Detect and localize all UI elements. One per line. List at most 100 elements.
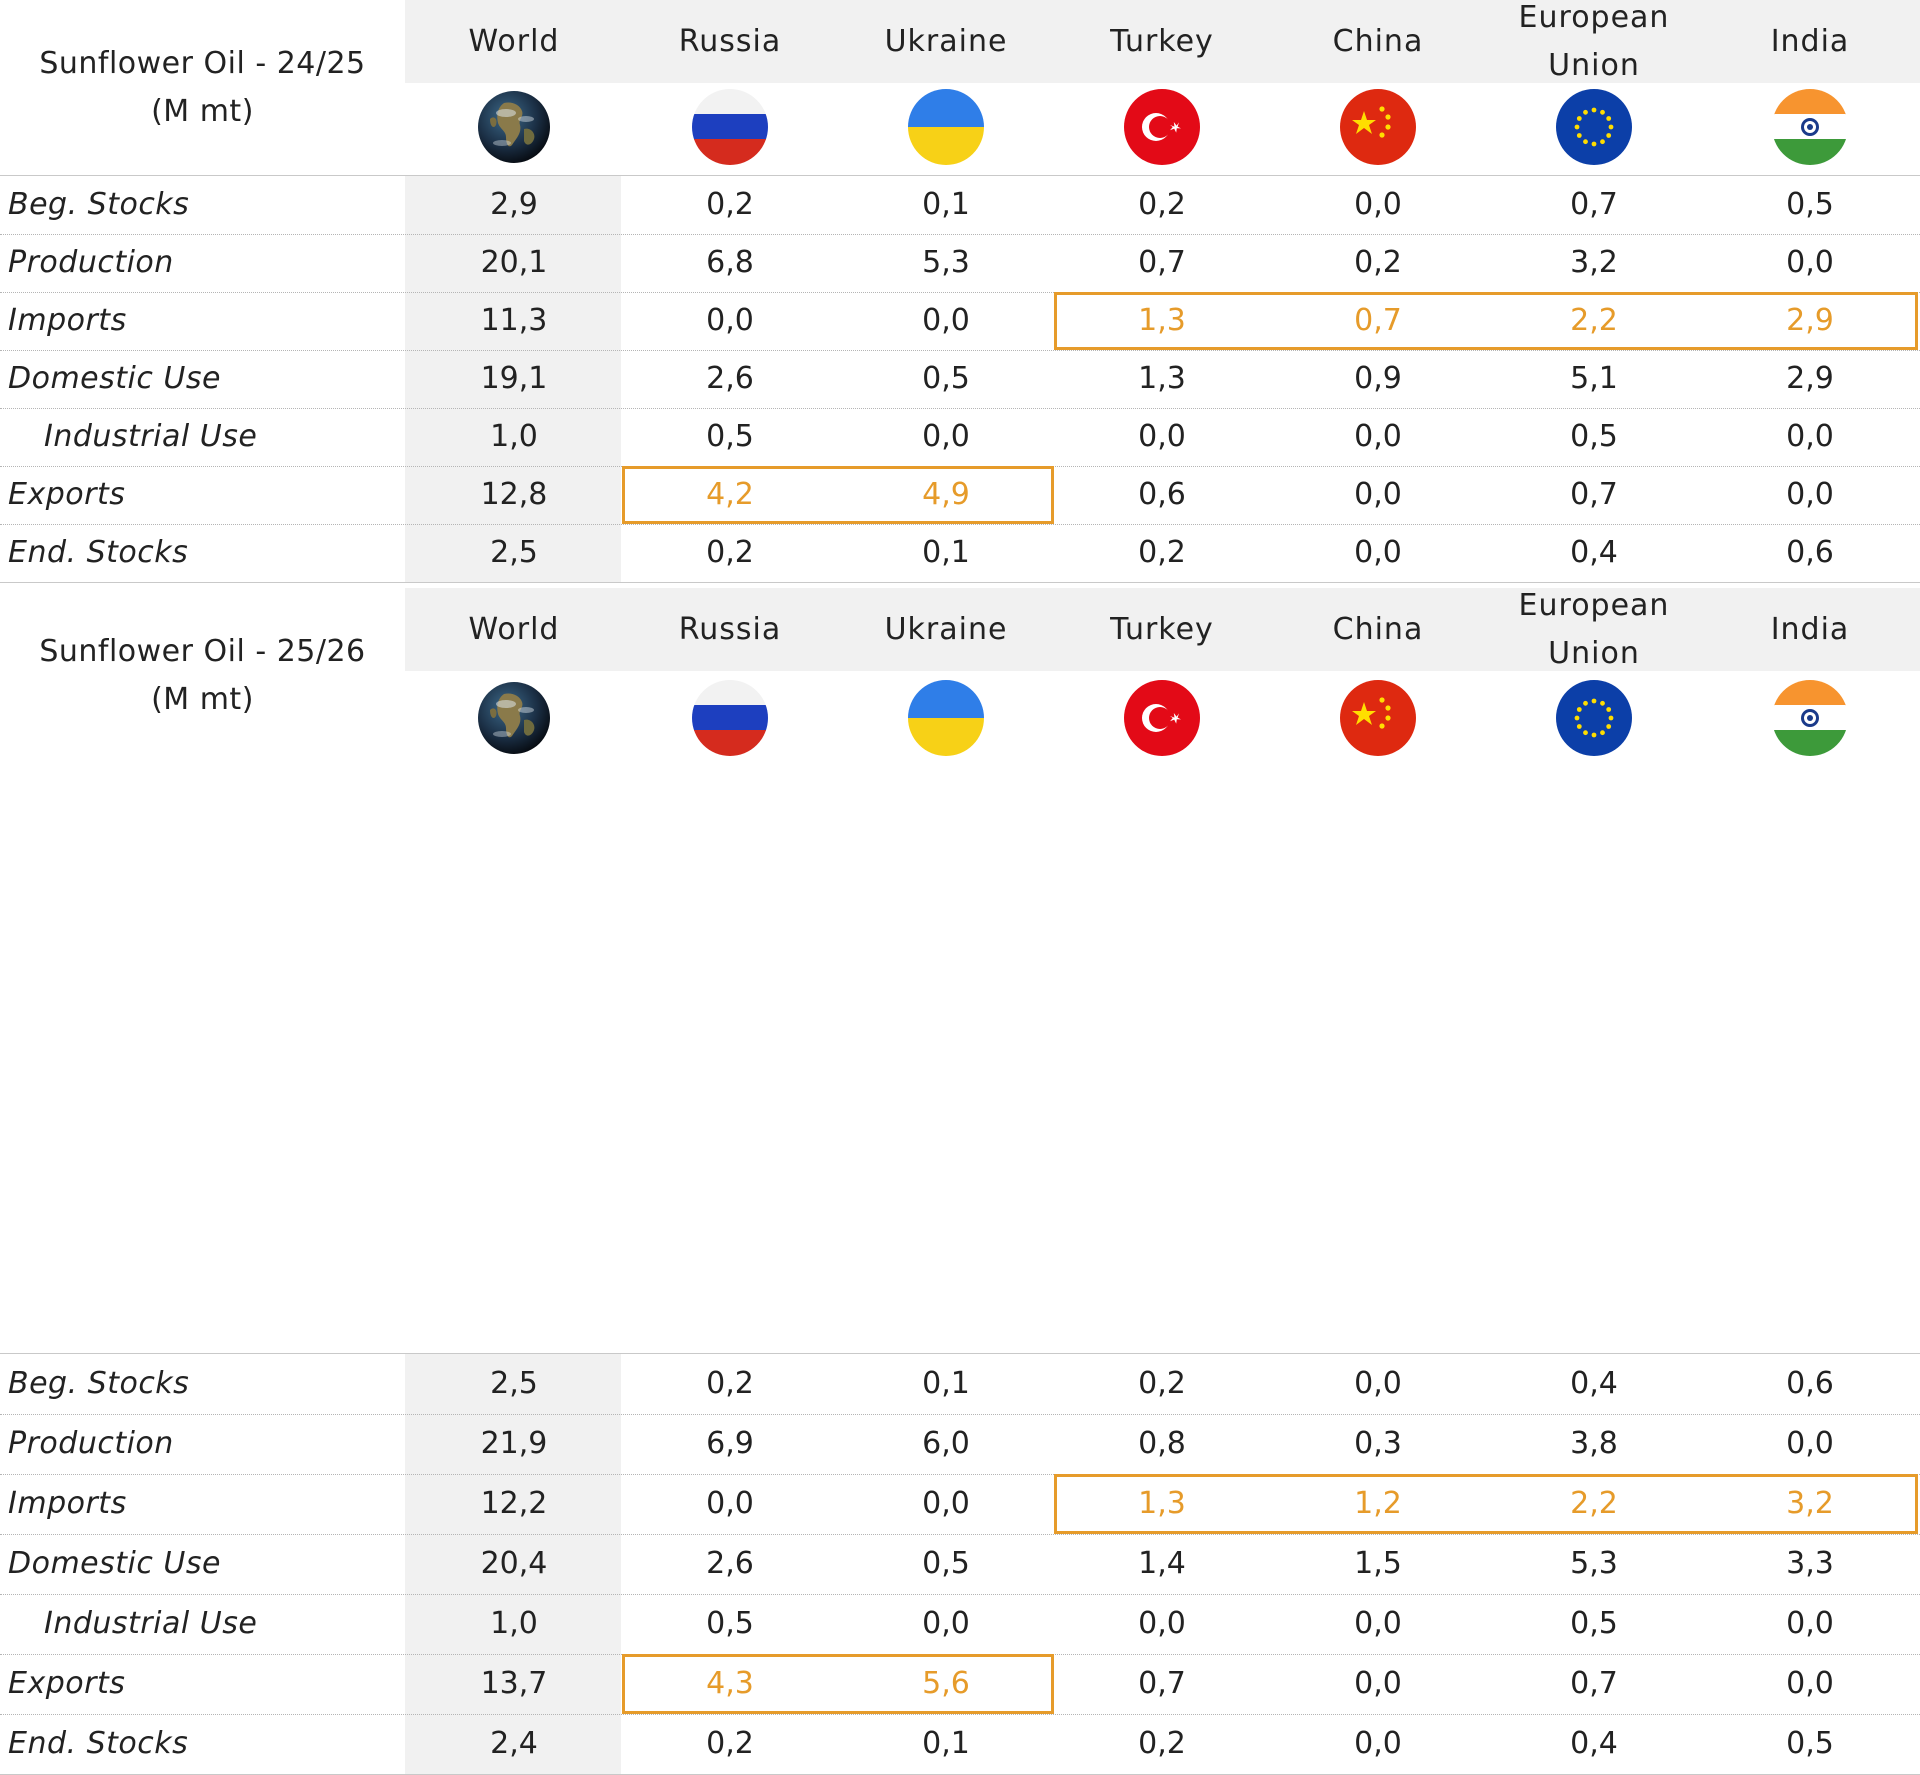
column-header-india: India [1702,606,1918,654]
column-header-european-union: European Union [1486,0,1702,90]
table-cell: 0,1 [922,187,970,222]
ukraine-flag-icon [908,680,984,756]
column-header-line: Union [1548,47,1640,83]
china-flag-icon [1340,89,1416,165]
row-divider [0,1534,1920,1535]
table-cell: 0,0 [922,419,970,454]
table-cell: 0,0 [1786,245,1834,280]
table-cell: 0,0 [1786,419,1834,454]
table-cell: 0,5 [922,1546,970,1581]
row-divider [0,292,1920,293]
india-flag-icon [1772,89,1848,165]
table-cell: 0,6 [1138,477,1186,512]
table-cell: 0,2 [1138,1726,1186,1761]
column-header-line: World [468,611,560,647]
table-cell: 0,3 [1354,1426,1402,1461]
column-header-turkey: Turkey [1054,18,1270,66]
table-cell: 0,0 [1354,1666,1402,1701]
row-label-exports: Exports [8,477,126,512]
table-cell: 1,3 [1138,361,1186,396]
column-header-line: European [1518,0,1670,35]
row-label-domestic-use: Domestic Use [8,1546,221,1581]
table-cell: 0,0 [1786,477,1834,512]
table-title-line: (M mt) [151,94,254,129]
row-label-end-stocks: End. Stocks [8,1726,189,1761]
table-cell: 2,5 [490,1366,538,1401]
table-cell: 11,3 [480,303,548,338]
table-cell: 0,7 [1570,477,1618,512]
table-cell: 5,3 [1570,1546,1618,1581]
table-cell: 0,2 [1138,535,1186,570]
table-cell: 0,1 [922,1366,970,1401]
table-cell: 1,0 [490,1606,538,1641]
globe-icon [476,89,552,165]
table-cell: 0,5 [922,361,970,396]
table-cell: 1,4 [1138,1546,1186,1581]
table-title: Sunflower Oil - 25/26 (M mt) [0,628,405,724]
column-header-european-union: European Union [1486,582,1702,678]
row-label-beg-stocks: Beg. Stocks [8,187,190,222]
row-label-end-stocks: End. Stocks [8,535,189,570]
table-cell: 0,1 [922,1726,970,1761]
table-cell: 0,9 [1354,361,1402,396]
header-divider [0,175,1920,176]
table-cell: 2,9 [490,187,538,222]
column-header-line: Russia [678,611,782,647]
column-header-world: World [406,18,622,66]
table-cell: 0,0 [1354,1366,1402,1401]
header-band [405,0,1920,83]
table-cell: 0,0 [1354,419,1402,454]
table-cell: 2,9 [1786,303,1834,338]
russia-flag-icon [692,680,768,756]
column-header-line: Turkey [1110,23,1214,59]
world-column-shade [405,176,621,582]
table-cell: 0,2 [1138,1366,1186,1401]
row-label-domestic-use: Domestic Use [8,361,221,396]
ukraine-flag-icon [908,89,984,165]
table-cell: 19,1 [480,361,548,396]
row-divider [0,1594,1920,1595]
table-cell: 0,0 [1354,187,1402,222]
table-cell: 0,4 [1570,535,1618,570]
table-cell: 2,5 [490,535,538,570]
table-cell: 0,5 [1786,187,1834,222]
row-label-industrial-use: Industrial Use [44,1606,258,1641]
column-header-turkey: Turkey [1054,606,1270,654]
turkey-flag-icon [1124,89,1200,165]
table-cell: 0,0 [1354,1726,1402,1761]
table-cell: 1,3 [1138,303,1186,338]
highlight-box [1054,292,1918,350]
table-cell: 3,3 [1786,1546,1834,1581]
table-cell: 0,0 [922,1486,970,1521]
table-cell: 0,0 [1786,1666,1834,1701]
table-cell: 3,8 [1570,1426,1618,1461]
table-cell: 0,0 [706,1486,754,1521]
table-cell: 2,9 [1786,361,1834,396]
table-cell: 0,1 [922,535,970,570]
table-cell: 0,7 [1138,1666,1186,1701]
table-cell: 21,9 [480,1426,548,1461]
table-cell: 0,4 [1570,1726,1618,1761]
column-header-china: China [1270,606,1486,654]
table-cell: 0,2 [706,535,754,570]
table-cell: 0,0 [706,303,754,338]
column-header-ukraine: Ukraine [838,606,1054,654]
row-divider [0,524,1920,525]
table-cell: 0,0 [922,303,970,338]
row-label-production: Production [8,245,174,280]
table-cell: 0,7 [1570,1666,1618,1701]
table-cell: 0,0 [1354,1606,1402,1641]
table-title-line: Sunflower Oil - 25/26 [39,634,366,669]
column-header-line: World [468,23,560,59]
table-cell: 0,0 [1354,477,1402,512]
column-header-line: India [1770,611,1850,647]
row-divider [0,408,1920,409]
row-divider [0,1714,1920,1715]
column-header-russia: Russia [622,606,838,654]
column-header-line: Union [1548,635,1640,671]
highlight-box [1054,1474,1918,1534]
table-cell: 12,2 [480,1486,548,1521]
column-header-world: World [406,606,622,654]
table-block-1: Sunflower Oil - 24/25 (M mt) World Russia Uk… [0,0,1920,583]
table-cell: 0,0 [1138,1606,1186,1641]
